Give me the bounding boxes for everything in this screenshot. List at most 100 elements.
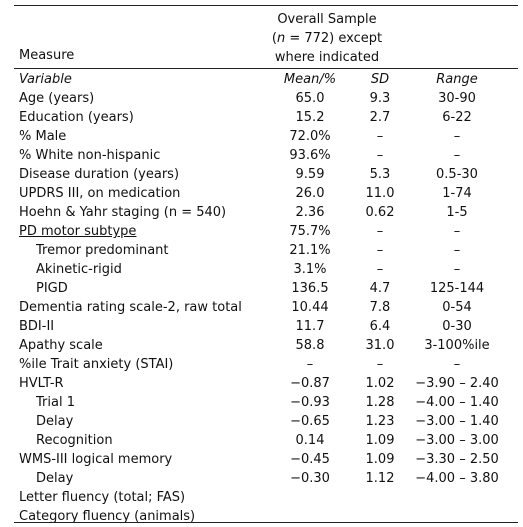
cell-sd: 5.3 (369, 167, 391, 182)
table-row: Category fluency (animals) (0, 508, 523, 527)
table-row: Disease duration (years) 9.59 5.3 0.5-30 (0, 166, 523, 185)
cell-sd: 1.09 (365, 433, 395, 448)
cell-mean: 75.7% (289, 224, 331, 239)
row-label: PD motor subtype (19, 224, 137, 239)
cell-sd: 11.0 (365, 186, 395, 201)
cell-mean: −0.30 (290, 471, 330, 486)
table-row: PD motor subtype 75.7% – – (0, 223, 523, 242)
cell-sd: – (376, 243, 384, 258)
table-row: % White non-hispanic 93.6% – – (0, 147, 523, 166)
cell-range: −3.00 – 1.40 (415, 414, 499, 429)
row-label: Tremor predominant (36, 243, 169, 258)
cell-sd: – (376, 357, 384, 372)
cell-sd: 31.0 (365, 338, 395, 353)
cell-range: Range (436, 72, 478, 87)
cell-mean: 0.14 (295, 433, 325, 448)
table-row: UPDRS III, on medication 26.0 11.0 1-74 (0, 185, 523, 204)
cell-range: 1-74 (442, 186, 472, 201)
cell-mean: 9.59 (295, 167, 325, 182)
sample-size-symbol: n (276, 31, 286, 46)
cell-mean: −0.87 (290, 376, 330, 391)
cell-range: 125-144 (429, 281, 485, 296)
cell-sd: – (376, 148, 384, 163)
cell-sd: 1.23 (365, 414, 395, 429)
cell-mean: – (306, 357, 314, 372)
cell-mean: −0.93 (290, 395, 330, 410)
cell-range: 30-90 (438, 91, 476, 106)
cell-range: 0-54 (442, 300, 472, 315)
row-label: % Male (19, 129, 67, 144)
column-header-measure: Measure (19, 48, 75, 63)
cell-mean: 58.8 (295, 338, 325, 353)
row-label: Letter fluency (total; FAS) (19, 490, 186, 505)
row-label: PIGD (36, 281, 68, 296)
column-header-overall-sample: Overall Sample (n = 772) except where in… (262, 10, 392, 67)
cell-mean: Mean/% (283, 72, 337, 87)
cell-range: – (453, 148, 461, 163)
cell-sd: 9.3 (369, 91, 391, 106)
cell-range: 0-30 (442, 319, 472, 334)
cell-mean: 136.5 (291, 281, 329, 296)
row-label: Apathy scale (19, 338, 103, 353)
row-label: Variable (19, 72, 72, 87)
cell-sd: 1.09 (365, 452, 395, 467)
row-label: HVLT-R (19, 376, 64, 391)
cell-mean: 15.2 (295, 110, 325, 125)
cell-mean: 11.7 (295, 319, 325, 334)
cell-mean: −0.45 (290, 452, 330, 467)
subheader-row: Variable Mean/% SD Range (0, 71, 523, 90)
cell-mean: −0.65 (290, 414, 330, 429)
table-row: Delay −0.30 1.12 −4.00 – 3.80 (0, 470, 523, 489)
row-label: Education (years) (19, 110, 134, 125)
cell-mean: 65.0 (295, 91, 325, 106)
cell-sd: 6.4 (369, 319, 391, 334)
cell-range: – (453, 357, 461, 372)
table-row: BDI-II 11.7 6.4 0-30 (0, 318, 523, 337)
cell-sd: – (376, 262, 384, 277)
cell-sd: 1.02 (365, 376, 395, 391)
row-label: Akinetic-rigid (36, 262, 122, 277)
cell-mean: 72.0% (289, 129, 331, 144)
row-label: Delay (36, 414, 74, 429)
table-row: PIGD 136.5 4.7 125-144 (0, 280, 523, 299)
cell-range: 0.5-30 (436, 167, 478, 182)
row-label: Hoehn & Yahr staging (n = 540) (19, 205, 227, 220)
row-label: Disease duration (years) (19, 167, 180, 182)
cell-mean: 93.6% (289, 148, 331, 163)
cell-range: – (453, 243, 461, 258)
cell-range: – (453, 262, 461, 277)
table-row: %ile Trait anxiety (STAI) – – – (0, 356, 523, 375)
cell-mean: 3.1% (293, 262, 327, 277)
row-label: Delay (36, 471, 74, 486)
cell-sd: 0.62 (365, 205, 395, 220)
cell-mean: 26.0 (295, 186, 325, 201)
cell-range: −4.00 – 3.80 (415, 471, 499, 486)
table-row: Apathy scale 58.8 31.0 3-100%ile (0, 337, 523, 356)
table-row: Education (years) 15.2 2.7 6-22 (0, 109, 523, 128)
table-row: Recognition 0.14 1.09 −3.00 – 3.00 (0, 432, 523, 451)
cell-sd: 1.12 (365, 471, 395, 486)
row-label: Dementia rating scale-2, raw total (19, 300, 242, 315)
row-label: Trial 1 (36, 395, 75, 410)
table-row: WMS-III logical memory −0.45 1.09 −3.30 – 2… (0, 451, 523, 470)
table-row: Akinetic-rigid 3.1% – – (0, 261, 523, 280)
overall-line-2: (n = 772) except (271, 31, 383, 46)
cell-mean: 2.36 (295, 205, 325, 220)
row-label: Category fluency (animals) (19, 509, 196, 524)
row-label: WMS-III logical memory (19, 452, 173, 467)
table-row: Trial 1 −0.93 1.28 −4.00 – 1.40 (0, 394, 523, 413)
cell-mean: 21.1% (289, 243, 331, 258)
cell-range: 6-22 (442, 110, 472, 125)
cell-mean: 10.44 (291, 300, 329, 315)
overall-line-3: where indicated (274, 50, 380, 65)
row-label: BDI-II (19, 319, 55, 334)
cell-sd: 7.8 (369, 300, 391, 315)
cell-range: – (453, 224, 461, 239)
cell-sd: 4.7 (369, 281, 391, 296)
table-row: Tremor predominant 21.1% – – (0, 242, 523, 261)
table-bottom-rule (14, 522, 518, 523)
table-row: Letter fluency (total; FAS) (0, 489, 523, 508)
table-row: HVLT-R −0.87 1.02 −3.90 – 2.40 (0, 375, 523, 394)
cell-sd: – (376, 129, 384, 144)
